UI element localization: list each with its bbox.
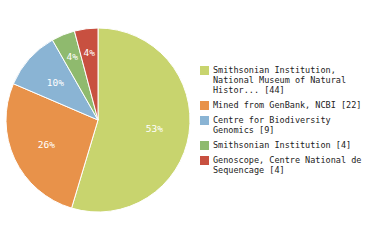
legend-swatch <box>200 141 209 150</box>
legend: Smithsonian Institution,National Museum … <box>200 65 361 175</box>
pie <box>6 28 190 212</box>
legend-swatch <box>200 156 209 165</box>
chart-container: 53% 26% 10% 4% 4% Smithsonian Institution,Nat… <box>0 0 380 240</box>
legend-label: Genoscope, Centre National deSequencage … <box>213 155 361 175</box>
legend-swatch <box>200 116 209 125</box>
pie-slice <box>74 28 98 120</box>
data-label: 4% <box>83 47 95 58</box>
legend-label: Centre for BiodiversityGenomics [9] <box>213 115 331 135</box>
legend-label: Smithsonian Institution [4] <box>213 140 351 150</box>
data-label: 53% <box>146 123 163 134</box>
legend-label: Mined from GenBank, NCBI [22] <box>213 100 361 110</box>
data-label: 10% <box>47 77 64 88</box>
legend-label: Smithsonian Institution,National Museum … <box>213 65 346 95</box>
chart: 53% 26% 10% 4% 4% Smithsonian Institution,Nat… <box>0 0 380 240</box>
data-label: 4% <box>66 51 78 62</box>
legend-swatch <box>200 101 209 110</box>
data-label: 26% <box>38 139 55 150</box>
legend-swatch <box>200 66 209 75</box>
data-labels: 53% 26% 10% 4% 4% <box>38 47 164 150</box>
